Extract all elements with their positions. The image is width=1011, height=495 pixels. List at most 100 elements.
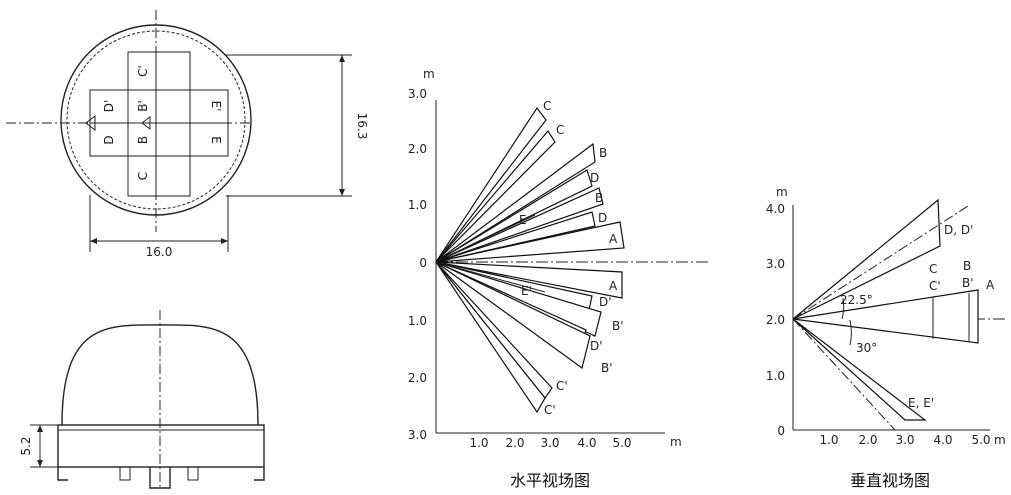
v-zone-label: B' [962, 276, 974, 290]
h-zone-label: B' [601, 361, 613, 375]
dim52-label: 5.2 [19, 436, 33, 455]
label-b: B [136, 136, 150, 144]
label-d: D [102, 135, 116, 144]
v-zone-label: A [986, 278, 995, 292]
h-zone-label: D' [599, 295, 612, 309]
wedge-d-top [435, 169, 593, 263]
v-x-unit: m [994, 433, 1006, 447]
v-angle-label: 30° [856, 341, 877, 355]
arrow-mark-left [85, 114, 96, 132]
h-zone-label: B' [612, 319, 624, 333]
h-zone-label: E' [521, 284, 532, 298]
v-zone-label: C [929, 262, 937, 276]
beam-e [792, 318, 927, 421]
wedge-b-top-2 [435, 187, 604, 263]
h-xtick: 5.0 [612, 436, 631, 450]
v-beams [792, 198, 979, 431]
wedge-e-prime-line [435, 261, 546, 293]
base-feet [57, 467, 265, 481]
wedge-b-top [435, 142, 596, 263]
v-angle-label: 22.5° [840, 293, 873, 307]
label-e: E [209, 136, 223, 144]
base-rect [57, 424, 265, 468]
h-ytick: 0 [419, 256, 427, 270]
h-zone-label: D [598, 211, 607, 225]
h-ytick: 1.0 [408, 198, 427, 212]
cell-blank-top-right [155, 51, 191, 91]
beam-d-axis [792, 205, 969, 320]
v-ytick: 3.0 [766, 257, 785, 271]
inner-circle [66, 30, 246, 210]
label-b-prime: B' [136, 100, 150, 112]
h-zone-label: C [556, 123, 564, 137]
angle-arc-22 [841, 297, 845, 320]
h-ytick: 3.0 [408, 87, 427, 101]
foot-right [187, 467, 199, 481]
h-zone-label: A [609, 232, 618, 246]
side-view: 5.2 [19, 310, 265, 490]
beam-e-axis [792, 318, 896, 431]
h-xtick: 1.0 [469, 436, 488, 450]
h-xtick: 4.0 [577, 436, 596, 450]
v-ytick: 1.0 [766, 369, 785, 383]
v-zone-label: C' [929, 279, 941, 293]
h-zone-label: C [543, 99, 551, 113]
foot-left [119, 467, 131, 481]
dim-width-label: 16.0 [146, 245, 173, 259]
h-ytick: 2.0 [408, 371, 427, 385]
h-xtick: 3.0 [540, 436, 559, 450]
horizontal-view: m m 3.0 2.0 1.0 0 1.0 2.0 3.0 1.0 2.0 3.… [408, 67, 710, 490]
cell-d [89, 122, 129, 157]
cell-e [189, 122, 229, 157]
h-zone-label: D [590, 171, 599, 185]
vertical-view: m m 4.0 3.0 2.0 1.0 0 1.0 2.0 3.0 4.0 5.… [766, 185, 1007, 490]
v-zone-label: D, D' [944, 223, 973, 237]
cell-blank-mid-top [155, 89, 191, 124]
dim-height-label: 16.3 [355, 113, 369, 140]
v-y-unit: m [776, 185, 788, 199]
h-xtick: 2.0 [505, 436, 524, 450]
wedge-c-top-1 [435, 106, 547, 263]
h-zone-label: C' [556, 379, 568, 393]
h-zone-label: A [609, 279, 618, 293]
v-xtick: 2.0 [858, 433, 877, 447]
label-e-prime: E' [209, 101, 223, 112]
label-c: C [136, 172, 150, 180]
h-x-unit: m [670, 435, 682, 449]
wedge-c-prime-2 [435, 261, 546, 414]
v-zone-label: B [963, 259, 971, 273]
v-xtick: 3.0 [895, 433, 914, 447]
v-zone-label: E, E' [908, 396, 934, 410]
h-wedges [435, 106, 625, 414]
wedge-c-top-2 [435, 129, 556, 263]
h-y-unit: m [423, 67, 435, 81]
arrow-mark-center [141, 116, 151, 130]
cell-blank-mid-bottom [155, 122, 191, 157]
wedge-b-prime-2 [435, 261, 591, 370]
h-zone-label: D' [590, 339, 603, 353]
v-xtick: 5.0 [971, 433, 990, 447]
wedge-a-top [435, 221, 625, 263]
v-caption: 垂直视场图 [850, 471, 930, 490]
wedge-e-line [435, 214, 536, 263]
beam-a [792, 289, 979, 344]
wedge-a-bottom [435, 261, 623, 299]
v-ytick: 4.0 [766, 202, 785, 216]
top-view: C' B' B C D' D E' E 16.0 16.3 [6, 10, 369, 259]
v-xtick: 4.0 [933, 433, 952, 447]
h-ytick: 3.0 [408, 428, 427, 442]
angle-arc-30 [849, 319, 852, 346]
h-ytick: 1.0 [408, 314, 427, 328]
label-c-prime: C' [136, 65, 150, 77]
v-ytick: 0 [777, 424, 785, 438]
h-zone-label: B [595, 191, 603, 205]
wedge-d-top-2 [435, 211, 596, 263]
cell-blank-bottom-right [155, 155, 191, 197]
center-pin [149, 467, 171, 489]
h-caption: 水平视场图 [510, 471, 590, 490]
beam-d-top [792, 198, 941, 320]
label-d-prime: D' [102, 100, 116, 113]
v-xtick: 1.0 [819, 433, 838, 447]
v-ytick: 2.0 [766, 313, 785, 327]
